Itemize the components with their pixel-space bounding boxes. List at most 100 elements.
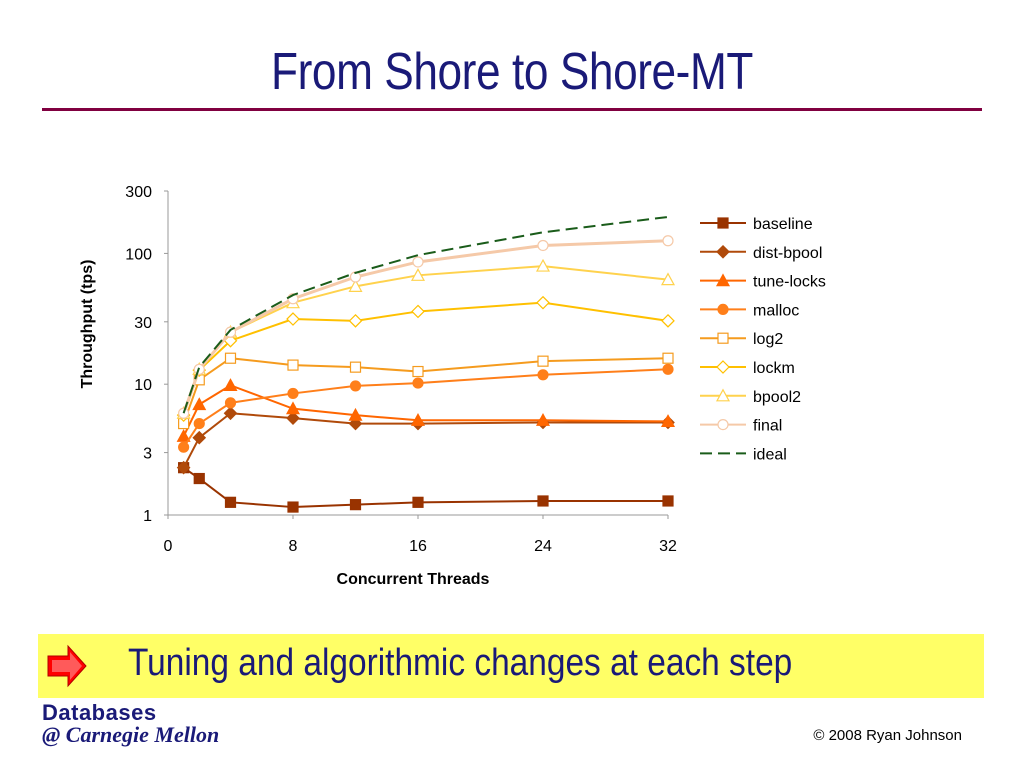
- series-line-log2: [182, 357, 669, 424]
- data-point-tune-locks: [348, 407, 363, 421]
- data-point-malloc: [193, 417, 205, 430]
- data-point-malloc: [537, 369, 549, 381]
- legend-marker: [716, 244, 730, 259]
- series-bpool2: [176, 258, 676, 419]
- data-point-malloc: [412, 377, 424, 389]
- callout-text: Tuning and algorithmic changes at each s…: [128, 642, 793, 684]
- legend-marker: [715, 388, 731, 402]
- y-tick-label: 10: [134, 377, 152, 394]
- data-point-tune-locks: [176, 428, 191, 442]
- data-point-final: [662, 235, 674, 247]
- arrow-icon: [47, 644, 87, 688]
- legend-item-bpool2: bpool2: [700, 388, 801, 406]
- legend-label: log2: [753, 331, 783, 348]
- chart-legend: baseline dist-bpool tune-locks malloc log2 lo…: [700, 216, 826, 463]
- series-line-ideal: [182, 215, 669, 414]
- series-line-malloc: [182, 368, 669, 448]
- data-point-malloc: [349, 380, 362, 392]
- data-point-bpool2: [410, 268, 426, 281]
- legend-item-malloc: malloc: [700, 302, 799, 319]
- data-point-dist-bpool: [286, 411, 300, 426]
- series-line-tune-locks: [182, 384, 669, 437]
- legend-label: lockm: [753, 360, 795, 377]
- data-point-baseline: [412, 496, 424, 508]
- data-point-baseline: [349, 499, 362, 511]
- data-point-tune-locks: [410, 413, 426, 426]
- legend-label: bpool2: [753, 389, 801, 406]
- legend-marker: [716, 360, 730, 374]
- data-point-tune-locks: [285, 401, 301, 415]
- logo-databases: Databases: [42, 700, 157, 725]
- data-point-tune-locks: [192, 397, 207, 411]
- data-point-baseline: [662, 495, 674, 507]
- data-point-lockm: [411, 304, 425, 319]
- series-log2: [178, 352, 674, 430]
- legend-label: malloc: [753, 302, 799, 319]
- data-point-log2: [287, 359, 299, 371]
- data-point-baseline: [193, 472, 205, 485]
- data-point-final: [537, 239, 549, 252]
- series-line-bpool2: [182, 265, 669, 414]
- data-point-dist-bpool: [192, 430, 207, 445]
- title-divider: [42, 108, 982, 111]
- series-final: [178, 235, 674, 419]
- data-point-lockm: [348, 314, 363, 328]
- series-malloc: [178, 363, 674, 453]
- data-point-malloc: [224, 397, 237, 409]
- legend-item-dist-bpool: dist-bpool: [700, 245, 822, 262]
- series-dist-bpool: [176, 406, 675, 475]
- data-point-dist-bpool: [176, 460, 191, 475]
- series-line-dist-bpool: [182, 412, 668, 469]
- series-line-baseline: [183, 466, 668, 509]
- y-tick-label: 1: [143, 508, 152, 525]
- slide-title: From Shore to Shore-MT: [271, 43, 753, 101]
- data-point-baseline: [287, 501, 299, 513]
- legend-item-final: final: [700, 418, 782, 435]
- data-point-lockm: [536, 295, 550, 310]
- data-point-tune-locks: [660, 414, 676, 427]
- legend-marker: [717, 217, 729, 229]
- throughput-chart: 1 3 10 30 100 300 0 8 16 24 32 Concurrent Threads Th…: [79, 184, 826, 588]
- data-point-log2: [537, 355, 549, 367]
- series-line-final: [182, 239, 669, 414]
- data-point-bpool2: [660, 272, 676, 286]
- data-point-lockm: [286, 312, 300, 326]
- data-point-log2: [224, 352, 237, 364]
- legend-label: tune-locks: [753, 274, 826, 291]
- legend-label: baseline: [753, 216, 813, 233]
- legend-marker: [717, 303, 729, 315]
- data-point-final: [412, 256, 424, 268]
- y-tick-label: 100: [125, 246, 152, 263]
- x-tick-label: 0: [164, 538, 173, 555]
- legend-item-log2: log2: [700, 331, 783, 348]
- x-tick-label: 32: [659, 538, 677, 555]
- logo-carnegie-mellon: @ Carnegie Mellon: [42, 722, 220, 747]
- legend-label: dist-bpool: [753, 245, 822, 262]
- legend-item-lockm: lockm: [700, 360, 795, 377]
- chart-axes: 1 3 10 30 100 300 0 8 16 24 32 Concurrent Threads Th…: [79, 184, 677, 588]
- data-point-malloc: [662, 363, 674, 375]
- series-ideal: [182, 215, 669, 414]
- x-tick-label: 16: [409, 538, 427, 555]
- y-tick-label: 3: [143, 446, 152, 463]
- data-point-baseline: [224, 496, 237, 508]
- data-point-malloc: [287, 387, 299, 400]
- data-point-lockm: [661, 314, 675, 328]
- data-point-bpool2: [535, 258, 551, 272]
- legend-item-ideal: ideal: [700, 446, 787, 463]
- legend-marker: [715, 273, 731, 287]
- data-point-dist-bpool: [223, 406, 238, 421]
- x-tick-label: 8: [289, 538, 298, 555]
- data-point-log2: [349, 361, 362, 373]
- y-tick-label: 300: [125, 184, 152, 201]
- data-point-tune-locks: [535, 413, 551, 426]
- legend-marker: [717, 419, 729, 431]
- data-point-baseline: [537, 495, 549, 507]
- copyright-text: © 2008 Ryan Johnson: [813, 727, 962, 744]
- data-point-log2: [662, 352, 674, 364]
- y-axis-title: Throughput (tps): [79, 260, 96, 389]
- x-axis-title: Concurrent Threads: [337, 571, 490, 588]
- legend-marker: [717, 332, 729, 344]
- series-tune-locks: [176, 378, 676, 442]
- data-point-tune-locks: [223, 378, 238, 391]
